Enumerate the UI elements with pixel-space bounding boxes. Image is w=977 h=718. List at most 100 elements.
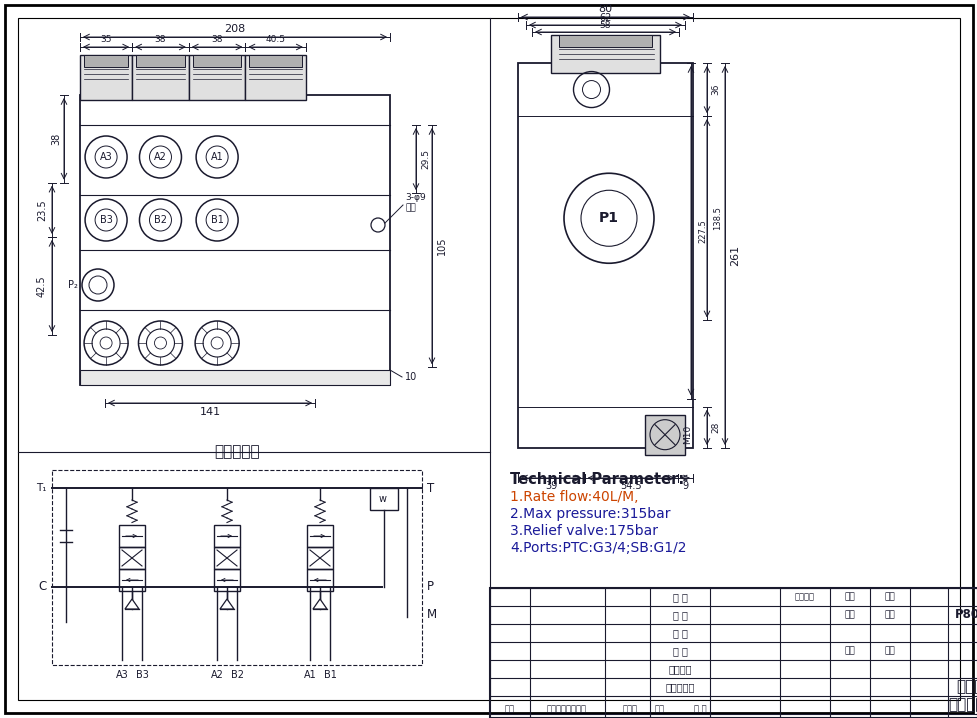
Bar [80, 55, 132, 100]
Text: 208: 208 [224, 24, 245, 34]
Text: 39: 39 [544, 481, 557, 491]
Bar [214, 525, 239, 547]
Text: 标准化检查: 标准化检查 [664, 682, 694, 692]
Text: 比例: 比例 [884, 592, 895, 602]
Bar [307, 569, 332, 591]
Text: B1: B1 [323, 670, 336, 680]
Text: 审 核: 审 核 [693, 704, 705, 714]
Text: Technical Parameter:: Technical Parameter: [509, 472, 684, 487]
Bar [645, 415, 684, 454]
Text: 标记: 标记 [504, 704, 515, 714]
Text: 261: 261 [729, 245, 740, 266]
Bar [550, 35, 659, 73]
Text: 58: 58 [599, 22, 611, 30]
Text: A1: A1 [210, 152, 224, 162]
Text: 关键: 关键 [844, 646, 855, 656]
Bar [518, 63, 693, 448]
Bar [214, 547, 239, 569]
Text: P₂: P₂ [68, 280, 78, 290]
Text: 40.5: 40.5 [266, 35, 285, 45]
Text: C: C [39, 580, 47, 594]
Polygon shape [125, 599, 139, 609]
Text: T₁: T₁ [36, 483, 47, 493]
Text: 3-φ9: 3-φ9 [404, 192, 425, 202]
Text: 图样标记: 图样标记 [794, 592, 814, 602]
Text: 38: 38 [211, 35, 223, 45]
Bar [245, 55, 306, 100]
Bar [249, 55, 302, 67]
Text: 3.Relief valve:175bar: 3.Relief valve:175bar [509, 524, 658, 538]
Text: 描 图: 描 图 [672, 628, 687, 638]
Bar [307, 525, 332, 547]
Polygon shape [220, 599, 234, 609]
Bar [80, 95, 390, 385]
Polygon shape [313, 599, 326, 609]
Text: 4.Ports:PTC:G3/4;SB:G1/2: 4.Ports:PTC:G3/4;SB:G1/2 [509, 541, 686, 555]
Text: A2: A2 [210, 670, 223, 680]
Text: B2: B2 [153, 215, 167, 225]
Text: 105: 105 [437, 237, 446, 256]
Text: 重量: 重量 [844, 610, 855, 620]
Text: A3: A3 [100, 152, 112, 162]
Bar [189, 55, 245, 100]
Bar [132, 55, 189, 100]
Text: 更改人: 更改人 [622, 704, 637, 714]
Bar [84, 55, 128, 67]
Text: M10: M10 [682, 425, 692, 444]
Text: 38: 38 [51, 133, 61, 145]
Text: 校 对: 校 对 [672, 646, 687, 656]
Text: 重量: 重量 [844, 592, 855, 602]
Text: B1: B1 [210, 215, 224, 225]
Bar [559, 35, 652, 47]
Text: A1: A1 [303, 670, 316, 680]
Text: 23.5: 23.5 [37, 199, 47, 220]
Text: 1.Rate flow:40L/M,: 1.Rate flow:40L/M, [509, 490, 638, 504]
Text: 62: 62 [599, 13, 611, 23]
Polygon shape [220, 599, 234, 609]
Polygon shape [313, 599, 326, 609]
Text: 141: 141 [199, 407, 221, 417]
Text: P80A1A1A1GKZ1: P80A1A1A1GKZ1 [954, 608, 977, 622]
Text: T: T [427, 482, 434, 495]
Text: 通孔: 通孔 [404, 203, 415, 213]
Text: 液压原理图: 液压原理图 [214, 444, 260, 460]
Text: 外型尺寸图: 外型尺寸图 [947, 697, 977, 712]
Bar [489, 588, 977, 718]
Text: P1: P1 [598, 211, 618, 225]
Text: A2: A2 [154, 152, 167, 162]
Text: P: P [427, 580, 434, 594]
Text: 54.5: 54.5 [619, 481, 641, 491]
Text: 42.5: 42.5 [37, 275, 47, 297]
Text: 更改内容填换依据: 更改内容填换依据 [546, 704, 586, 714]
Bar [119, 525, 145, 547]
Text: 制 图: 制 图 [672, 610, 687, 620]
Text: 2.Max pressure:315bar: 2.Max pressure:315bar [509, 507, 670, 521]
Text: 36: 36 [711, 84, 720, 95]
Polygon shape [125, 599, 139, 609]
Text: 227.5: 227.5 [698, 219, 706, 243]
Text: M: M [427, 608, 437, 622]
Text: 28: 28 [711, 421, 720, 433]
Text: A3: A3 [115, 670, 128, 680]
Text: 10: 10 [404, 372, 417, 382]
Text: B3: B3 [100, 215, 112, 225]
Text: 顾客: 顾客 [884, 646, 895, 656]
Text: B3: B3 [136, 670, 149, 680]
Text: 9: 9 [682, 481, 688, 491]
Bar [307, 547, 332, 569]
Text: 多路阀: 多路阀 [956, 679, 977, 694]
Text: 35: 35 [101, 35, 111, 45]
Text: 138.5: 138.5 [713, 206, 722, 230]
Bar [369, 488, 398, 510]
Text: 日期: 日期 [655, 704, 664, 714]
Bar [119, 569, 145, 591]
Bar [52, 470, 421, 665]
Text: 设 计: 设 计 [672, 592, 687, 602]
Text: 38: 38 [154, 35, 166, 45]
Bar [80, 370, 390, 385]
Bar [136, 55, 185, 67]
Text: w: w [379, 494, 387, 504]
Bar [192, 55, 241, 67]
Text: 工艺检查: 工艺检查 [667, 664, 691, 674]
Text: 80: 80 [598, 4, 612, 14]
